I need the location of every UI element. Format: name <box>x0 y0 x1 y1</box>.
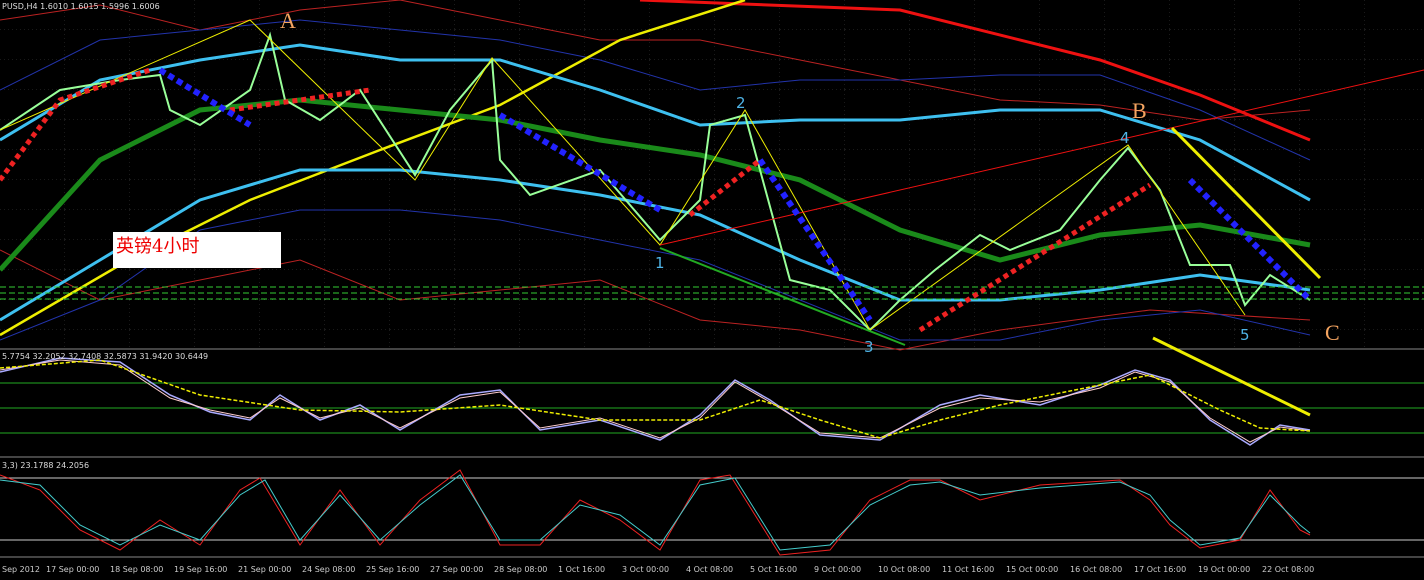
date-label: 24 Sep 08:00 <box>302 565 355 574</box>
note: 英镑4小时 <box>116 236 199 257</box>
wave-number: 3 <box>864 338 874 356</box>
price-panel <box>0 0 1424 351</box>
divergence-line <box>1152 336 1311 417</box>
date-label: Sep 2012 <box>2 565 40 574</box>
date-label: 4 Oct 08:00 <box>686 565 733 574</box>
date-label: 10 Oct 08:00 <box>878 565 930 574</box>
note-box <box>113 232 281 268</box>
wave-label: C <box>1325 320 1340 345</box>
date-label: 3 Oct 00:00 <box>622 565 669 574</box>
date-label: 15 Oct 00:00 <box>1006 565 1058 574</box>
date-label: 16 Oct 08:00 <box>1070 565 1122 574</box>
trend-line <box>1170 126 1322 280</box>
wave-label: A <box>280 8 296 33</box>
symbol-header: PUSD,H4 1.6010 1.6015 1.5996 1.6006 <box>2 2 160 11</box>
date-label: 19 Sep 16:00 <box>174 565 227 574</box>
trend-line <box>659 69 1424 246</box>
date-label: 1 Oct 16:00 <box>558 565 605 574</box>
date-label: 22 Oct 08:00 <box>1262 565 1314 574</box>
wave-number: 2 <box>736 94 746 112</box>
date-label: 17 Oct 16:00 <box>1134 565 1186 574</box>
oscillator-panel <box>0 336 1424 446</box>
channel-line <box>659 247 906 346</box>
date-label: 5 Oct 16:00 <box>750 565 797 574</box>
date-label: 11 Oct 16:00 <box>942 565 994 574</box>
wave-number: 1 <box>655 254 665 272</box>
wave-label: B <box>1132 98 1147 123</box>
wave-number: 4 <box>1120 129 1130 147</box>
date-label: 25 Sep 16:00 <box>366 565 419 574</box>
stochastic-panel <box>0 469 1424 556</box>
date-label: 21 Sep 00:00 <box>238 565 291 574</box>
date-label: 19 Oct 00:00 <box>1198 565 1250 574</box>
indicator-header: 3,3) 23.1788 24.2056 <box>2 461 89 470</box>
indicator-header: 5.7754 32.2052 32.7408 32.5873 31.9420 3… <box>2 352 208 361</box>
time-axis: Sep 2012 17 Sep 00:00 18 Sep 08:00 19 Sep 1… <box>2 565 1314 574</box>
date-label: 27 Sep 00:00 <box>430 565 483 574</box>
date-label: 28 Sep 08:00 <box>494 565 547 574</box>
date-label: 17 Sep 00:00 <box>46 565 99 574</box>
date-label: 18 Sep 08:00 <box>110 565 163 574</box>
wave-number: 5 <box>1240 326 1250 344</box>
date-label: 9 Oct 00:00 <box>814 565 861 574</box>
grid <box>0 0 1424 348</box>
